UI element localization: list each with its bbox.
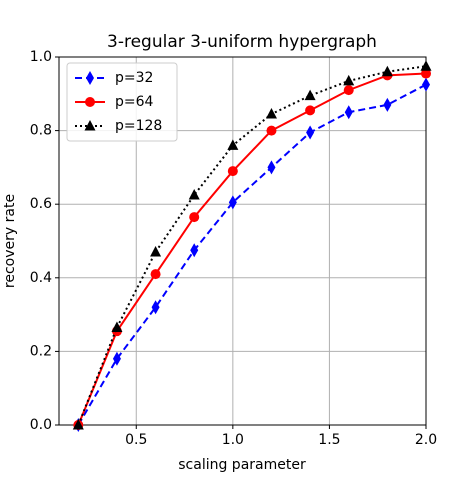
legend-label: p=64 bbox=[115, 94, 154, 110]
y-tick-label: 0.0 bbox=[30, 417, 52, 433]
x-axis-label: scaling parameter bbox=[178, 457, 306, 473]
marker bbox=[422, 77, 430, 92]
series-line bbox=[77, 65, 427, 426]
marker bbox=[112, 351, 121, 366]
marker bbox=[190, 243, 199, 258]
x-tick-label: 0.5 bbox=[125, 432, 147, 448]
legend-label: p=32 bbox=[115, 70, 153, 86]
x-tick-label: 2.0 bbox=[415, 432, 437, 448]
x-tick-label: 1.5 bbox=[318, 432, 340, 448]
chart-title: 3-regular 3-uniform hypergraph bbox=[107, 32, 377, 52]
marker bbox=[267, 160, 276, 175]
marker bbox=[343, 85, 354, 96]
marker bbox=[111, 321, 123, 332]
marker bbox=[266, 125, 277, 136]
marker bbox=[227, 139, 239, 150]
marker bbox=[72, 419, 84, 430]
marker bbox=[421, 68, 431, 79]
legend-box bbox=[66, 62, 178, 142]
marker bbox=[306, 125, 315, 140]
y-tick-label: 0.2 bbox=[30, 343, 52, 359]
marker bbox=[227, 166, 238, 177]
legend-marker bbox=[85, 97, 95, 107]
y-tick-label: 0.8 bbox=[30, 123, 52, 139]
legend-label: p=128 bbox=[115, 118, 162, 134]
plot-frame bbox=[58, 56, 427, 426]
legend-marker bbox=[84, 120, 96, 131]
marker bbox=[188, 189, 200, 200]
legend-marker bbox=[86, 71, 94, 85]
marker bbox=[151, 300, 160, 315]
marker bbox=[305, 105, 316, 116]
marker bbox=[265, 108, 277, 119]
marker bbox=[343, 74, 355, 86]
marker bbox=[383, 97, 392, 112]
x-tick-label: 1.0 bbox=[222, 432, 244, 448]
marker bbox=[381, 65, 393, 77]
y-tick-label: 0.4 bbox=[30, 270, 52, 286]
series-line bbox=[77, 72, 427, 426]
y-axis-label: recovery rate bbox=[2, 194, 18, 288]
series-line bbox=[77, 83, 427, 426]
marker bbox=[228, 195, 237, 210]
marker bbox=[304, 89, 316, 101]
marker bbox=[420, 60, 432, 71]
marker bbox=[150, 269, 161, 280]
marker bbox=[189, 212, 200, 223]
marker bbox=[150, 246, 162, 257]
marker bbox=[344, 105, 353, 120]
y-tick-label: 0.6 bbox=[30, 196, 52, 212]
y-tick-label: 1.0 bbox=[30, 49, 52, 65]
